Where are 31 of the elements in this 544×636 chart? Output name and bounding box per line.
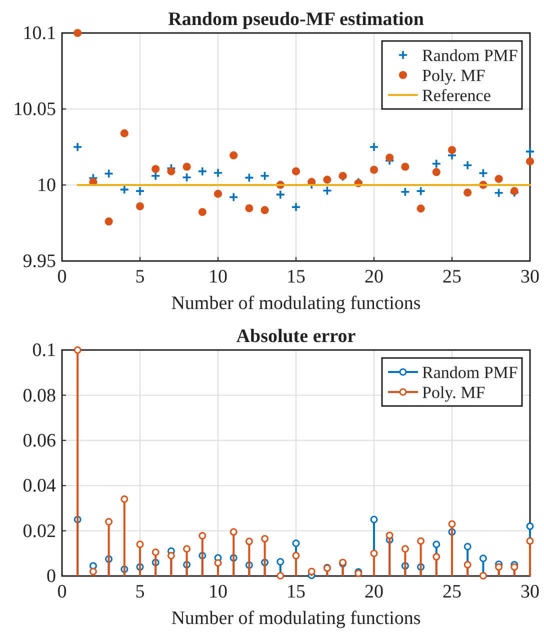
x-tick-label: 25 (442, 581, 462, 602)
y-tick-label: 0.02 (22, 520, 56, 542)
y-tick-label: 0.1 (32, 340, 56, 362)
y-tick-label: 0.06 (22, 430, 56, 452)
y-tick-label: 0.08 (22, 385, 56, 406)
legend-label: Poly. MF (422, 66, 486, 85)
chart-title: Random pseudo-MF estimation (168, 9, 424, 30)
x-tick-label: 10 (208, 266, 228, 288)
x-tick-label: 25 (442, 266, 462, 288)
y-tick-label: 9.95 (22, 251, 56, 272)
x-tick-label: 15 (286, 581, 306, 602)
x-tick-label: 20 (364, 266, 384, 288)
legend-label: Random PMF (422, 46, 518, 65)
y-tick-label: 0.04 (22, 476, 56, 497)
chart-title: Absolute error (236, 326, 356, 347)
x-axis-title: Number of modulating functions (171, 608, 421, 629)
x-tick-label: 10 (208, 581, 228, 602)
legend-label: Reference (422, 86, 491, 105)
x-tick-label: 15 (286, 266, 306, 288)
x-tick-label: 30 (520, 266, 540, 288)
x-tick-label: 5 (135, 581, 145, 602)
x-axis-title: Number of modulating functions (171, 293, 421, 314)
x-tick-label: 5 (135, 266, 145, 288)
y-tick-label: 0 (46, 566, 56, 588)
legend-label: Random PMF (422, 363, 518, 382)
y-tick-label: 10.1 (22, 23, 56, 44)
y-tick-label: 10 (37, 175, 56, 196)
legend-label: Poly. MF (422, 383, 486, 402)
y-tick-label: 10.05 (13, 99, 56, 120)
x-tick-label: 30 (520, 581, 540, 602)
x-tick-label: 20 (364, 581, 384, 602)
